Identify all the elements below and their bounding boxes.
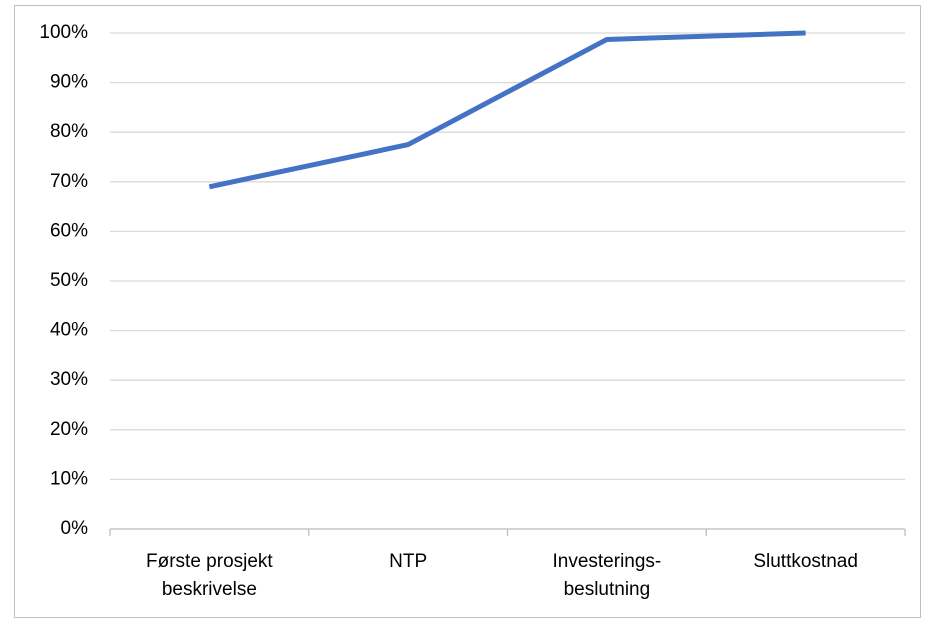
y-tick-label: 90% [50,72,88,93]
x-tick-label: Sluttkostnad [753,551,858,572]
chart-border [14,5,921,618]
y-tick-label: 30% [50,369,88,390]
y-tick-label: 100% [39,22,88,43]
y-tick-label: 10% [50,468,88,489]
y-tick-label: 0% [61,518,89,539]
y-tick-label: 70% [50,171,88,192]
x-tick-label: Første prosjekt beskrivelse [146,551,273,600]
y-tick-label: 40% [50,320,88,341]
x-tick-label: Investerings- beslutning [552,551,662,600]
y-tick-label: 80% [50,121,88,142]
y-tick-label: 60% [50,220,88,241]
y-tick-label: 20% [50,419,88,440]
x-tick-label: NTP [389,551,428,572]
y-tick-label: 50% [50,270,88,291]
series-line [208,30,806,190]
